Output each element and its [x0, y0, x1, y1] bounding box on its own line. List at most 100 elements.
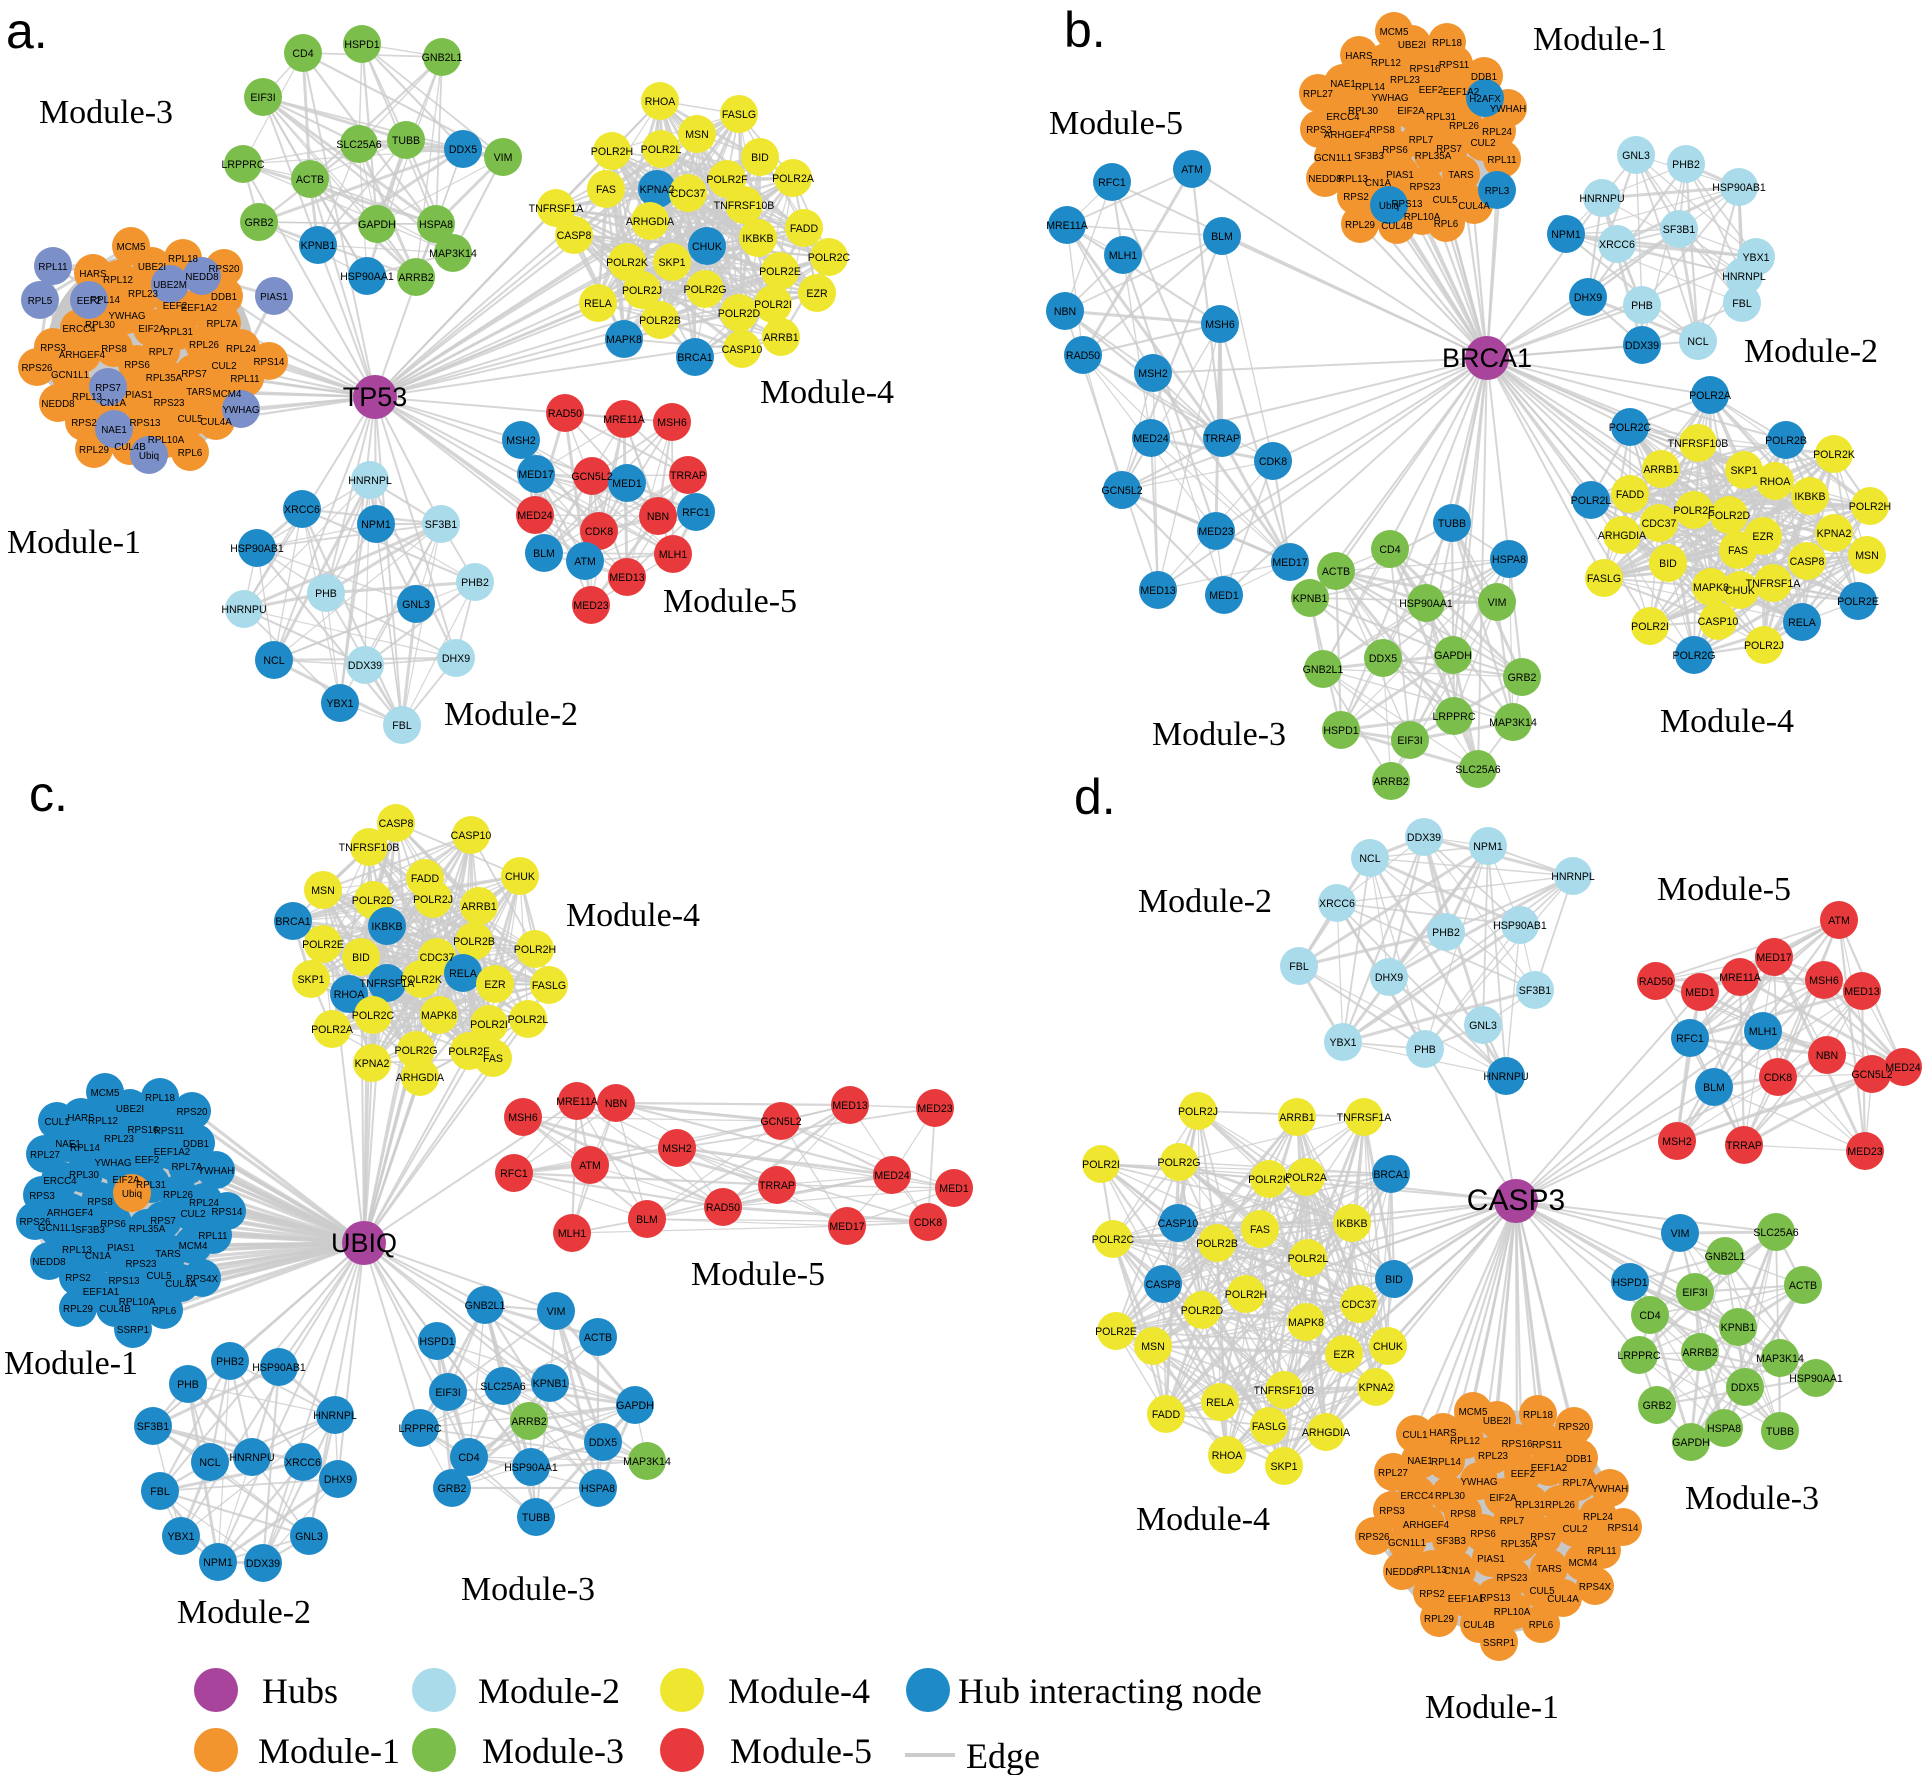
svg-text:GAPDH: GAPDH: [1434, 650, 1472, 662]
svg-text:CASP10: CASP10: [1158, 1218, 1199, 1230]
svg-text:SKP1: SKP1: [1730, 465, 1757, 477]
svg-text:HSPD1: HSPD1: [1323, 725, 1358, 737]
svg-text:MCM5: MCM5: [1380, 27, 1409, 38]
svg-text:MSH2: MSH2: [1662, 1136, 1692, 1148]
svg-text:RPL6: RPL6: [178, 448, 203, 459]
svg-text:Module-1: Module-1: [4, 1345, 138, 1382]
svg-text:NPM1: NPM1: [361, 519, 391, 531]
svg-text:NAE1: NAE1: [55, 1139, 81, 1150]
svg-text:CDK8: CDK8: [1259, 456, 1287, 468]
svg-text:DHX9: DHX9: [1375, 972, 1403, 984]
svg-text:CHUK: CHUK: [1725, 585, 1755, 597]
svg-text:BRCA1: BRCA1: [677, 352, 712, 364]
svg-text:RPL31: RPL31: [163, 327, 193, 338]
svg-text:ARHGEF4: ARHGEF4: [1403, 1520, 1450, 1531]
svg-text:Module-5: Module-5: [663, 583, 797, 620]
svg-text:YBX1: YBX1: [167, 1531, 194, 1543]
svg-text:NBN: NBN: [647, 511, 669, 523]
svg-text:YWHAG: YWHAG: [1460, 1477, 1497, 1488]
svg-text:CUL5: CUL5: [177, 414, 203, 425]
svg-text:NAE1: NAE1: [1330, 79, 1356, 90]
svg-text:EIF3I: EIF3I: [250, 92, 275, 104]
svg-text:RPL30: RPL30: [69, 1170, 100, 1181]
svg-text:RPS26: RPS26: [19, 1217, 51, 1228]
svg-text:ARRB2: ARRB2: [398, 272, 433, 284]
svg-text:TRRAP: TRRAP: [670, 470, 706, 482]
svg-text:CD4: CD4: [1639, 1310, 1660, 1322]
svg-text:GCN1L1: GCN1L1: [1388, 1538, 1426, 1549]
svg-text:MLH1: MLH1: [558, 1228, 586, 1240]
svg-text:RPL24: RPL24: [1482, 127, 1513, 138]
svg-text:POLR2I: POLR2I: [470, 1019, 508, 1031]
svg-text:ERCC4: ERCC4: [43, 1176, 77, 1187]
svg-text:YWHAH: YWHAH: [198, 1166, 234, 1177]
svg-text:POLR2B: POLR2B: [639, 315, 681, 327]
svg-text:DDX39: DDX39: [1625, 340, 1659, 352]
svg-text:HNRNPL: HNRNPL: [348, 475, 392, 487]
svg-text:EEF2: EEF2: [135, 1155, 160, 1166]
svg-text:RAD50: RAD50: [548, 408, 582, 420]
svg-text:MED1: MED1: [612, 478, 642, 490]
svg-text:XRCC6: XRCC6: [1319, 898, 1355, 910]
svg-text:POLR2D: POLR2D: [718, 308, 761, 320]
svg-text:SF3B1: SF3B1: [137, 1421, 169, 1433]
svg-text:NEDD8: NEDD8: [185, 272, 219, 283]
svg-text:XRCC6: XRCC6: [1599, 239, 1635, 251]
svg-text:SLC25A6: SLC25A6: [1455, 764, 1500, 776]
svg-text:Module-4: Module-4: [1136, 1501, 1270, 1538]
svg-text:MLH1: MLH1: [659, 549, 687, 561]
svg-text:NCL: NCL: [1359, 853, 1380, 865]
svg-text:MCM5: MCM5: [91, 1088, 120, 1099]
svg-text:RAD50: RAD50: [706, 1202, 740, 1214]
svg-text:Module-1: Module-1: [1425, 1689, 1559, 1726]
svg-text:POLR2A: POLR2A: [1689, 390, 1732, 402]
svg-text:TNFRSF1A: TNFRSF1A: [529, 203, 585, 215]
svg-text:Hubs: Hubs: [262, 1671, 338, 1711]
svg-text:LRPPRC: LRPPRC: [222, 159, 265, 171]
svg-text:POLR2H: POLR2H: [514, 944, 556, 956]
svg-text:UBE2I: UBE2I: [138, 262, 166, 273]
svg-text:RPS11: RPS11: [154, 1126, 184, 1137]
svg-text:CDK8: CDK8: [1764, 1072, 1792, 1084]
svg-text:RPL11: RPL11: [1487, 155, 1516, 166]
svg-text:RPL23: RPL23: [128, 289, 159, 300]
svg-text:GCN5L2: GCN5L2: [571, 471, 612, 483]
svg-text:POLR2L: POLR2L: [508, 1014, 549, 1026]
svg-text:HSP90AB1: HSP90AB1: [1493, 920, 1547, 932]
svg-text:MSH6: MSH6: [657, 417, 687, 429]
svg-text:CASP8: CASP8: [1146, 1279, 1181, 1291]
svg-text:EEF2: EEF2: [1419, 85, 1444, 96]
svg-text:POLR2H: POLR2H: [1225, 1289, 1267, 1301]
svg-text:RPL29: RPL29: [1424, 1614, 1454, 1625]
svg-text:RPS13: RPS13: [108, 1276, 140, 1287]
svg-text:MLH1: MLH1: [1109, 250, 1137, 262]
svg-text:RPS20: RPS20: [1558, 1422, 1590, 1433]
svg-text:RPL27: RPL27: [1378, 1468, 1408, 1479]
svg-text:EIF3I: EIF3I: [1397, 735, 1422, 747]
svg-text:RPL11: RPL11: [1587, 1546, 1616, 1557]
svg-text:RPS2: RPS2: [71, 418, 97, 429]
svg-text:TRRAP: TRRAP: [759, 1180, 795, 1192]
svg-text:BLM: BLM: [636, 1214, 658, 1226]
svg-text:RPL23: RPL23: [104, 1134, 135, 1145]
svg-text:CUL4B: CUL4B: [114, 442, 146, 453]
svg-text:MCM5: MCM5: [1459, 1407, 1488, 1418]
svg-text:EIF3I: EIF3I: [1682, 1287, 1707, 1299]
svg-text:ARHGEF4: ARHGEF4: [59, 350, 106, 361]
svg-text:TNFRSF1A: TNFRSF1A: [1337, 1112, 1393, 1124]
svg-text:ARHGDIA: ARHGDIA: [396, 1072, 445, 1084]
svg-text:GCN5L2: GCN5L2: [1101, 485, 1142, 497]
svg-text:ATM: ATM: [574, 556, 596, 568]
svg-text:POLR2D: POLR2D: [352, 895, 395, 907]
svg-text:POLR2A: POLR2A: [772, 173, 815, 185]
svg-text:MED1: MED1: [939, 1183, 969, 1195]
svg-text:EIF2A: EIF2A: [1489, 1493, 1517, 1504]
svg-text:RPS6: RPS6: [124, 360, 150, 371]
svg-text:MAPK8: MAPK8: [1693, 582, 1729, 594]
svg-text:LRPPRC: LRPPRC: [1618, 1350, 1661, 1362]
svg-text:POLR2A: POLR2A: [1285, 1172, 1328, 1184]
svg-text:RHOA: RHOA: [645, 96, 677, 108]
svg-text:RPS6: RPS6: [1382, 145, 1408, 156]
svg-text:DDB1: DDB1: [211, 292, 237, 303]
svg-text:RPS8: RPS8: [1369, 125, 1395, 136]
